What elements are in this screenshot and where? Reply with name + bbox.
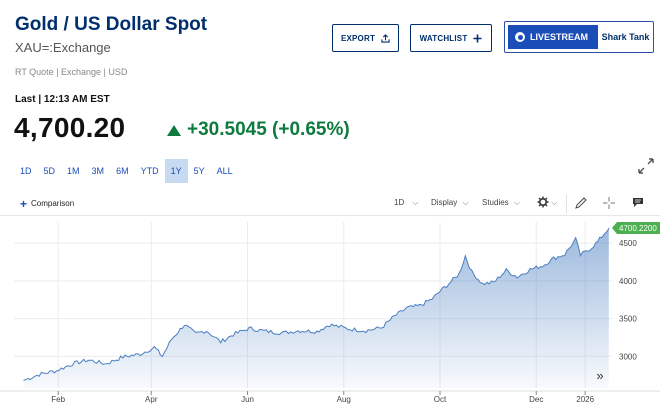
- watchlist-label: WATCHLIST: [419, 33, 468, 43]
- range-button-1d[interactable]: 1D: [20, 166, 32, 176]
- export-icon: [381, 33, 390, 43]
- expand-icon[interactable]: [637, 157, 655, 175]
- last-trade-time: Last | 12:13 AM EST: [15, 94, 110, 105]
- double-chevron-right-icon: »: [596, 367, 604, 383]
- studies-dropdown[interactable]: Studies ⌵: [482, 198, 520, 208]
- range-button-5y[interactable]: 5Y: [193, 166, 205, 176]
- chevron-down-icon: ⌵: [513, 198, 520, 207]
- settings-button[interactable]: ⌵: [537, 196, 557, 210]
- range-selector: 1D 5D 1M 3M 6M YTD 1Y 5Y ALL: [14, 159, 239, 183]
- toolbar-divider: [566, 194, 567, 214]
- quote-meta: RT Quote | Exchange | USD: [15, 67, 128, 77]
- x-tick-label: Jun: [241, 395, 254, 404]
- livestream-show: Shark Tank: [601, 32, 650, 42]
- watchlist-button[interactable]: WATCHLIST: [410, 24, 492, 52]
- range-button-ytd[interactable]: YTD: [140, 166, 159, 176]
- y-tick-label: 4000: [619, 277, 637, 286]
- livestream-badge: LIVESTREAM: [508, 25, 598, 49]
- range-button-3m[interactable]: 3M: [91, 166, 105, 176]
- chevron-down-icon: ⌵: [462, 198, 469, 207]
- pencil-icon[interactable]: [575, 197, 587, 209]
- range-button-5d[interactable]: 5D: [43, 166, 56, 176]
- crosshair-icon[interactable]: [603, 197, 615, 209]
- last-price: 4,700.20: [14, 112, 126, 143]
- price-change-value: +30.5045 (+0.65%): [187, 119, 350, 140]
- x-tick-label: Oct: [434, 395, 447, 404]
- display-label: Display: [431, 198, 458, 207]
- range-button-1m[interactable]: 1M: [67, 166, 80, 176]
- x-tick-label: Dec: [529, 395, 543, 404]
- price-change: +30.5045 (+0.65%): [167, 119, 350, 141]
- comment-icon[interactable]: [632, 197, 644, 208]
- interval-dropdown[interactable]: 1D ⌵: [394, 198, 419, 208]
- studies-label: Studies: [482, 198, 509, 207]
- x-tick-label: Aug: [337, 395, 351, 404]
- livestream-label: LIVESTREAM: [530, 32, 589, 42]
- y-tick-label: 3000: [619, 352, 637, 361]
- interval-label: 1D: [394, 198, 405, 207]
- price-chart[interactable]: 3000 3500 4000 4500 Feb Apr Jun Aug Oct Dec 2026 47…: [0, 216, 660, 408]
- last-value-flag: [612, 222, 660, 235]
- export-button[interactable]: EXPORT: [332, 24, 399, 52]
- last-value-label: 4700.2200: [619, 224, 657, 233]
- x-tick-label: Feb: [51, 395, 65, 404]
- chart-toolbar: + Comparison 1D ⌵ Display ⌵ Studies ⌵ ⌵: [0, 194, 660, 216]
- export-label: EXPORT: [340, 33, 376, 43]
- gear-icon: [537, 196, 549, 208]
- series-area: [23, 228, 609, 388]
- scroll-right-button[interactable]: »: [589, 366, 611, 384]
- y-tick-label: 4500: [619, 239, 637, 248]
- comparison-label: Comparison: [31, 199, 75, 208]
- range-button-6m[interactable]: 6M: [116, 166, 129, 176]
- x-tick-label: 2026: [576, 395, 594, 404]
- livestream-button[interactable]: LIVESTREAM Shark Tank: [504, 21, 654, 53]
- symbol-label: XAU=:Exchange: [15, 40, 111, 55]
- range-button-all[interactable]: ALL: [216, 166, 233, 176]
- page-title: Gold / US Dollar Spot: [15, 14, 208, 35]
- display-dropdown[interactable]: Display ⌵: [431, 198, 469, 208]
- live-dot-icon: [515, 32, 525, 42]
- x-tick-label: Apr: [145, 395, 158, 404]
- chevron-down-icon: ⌵: [412, 198, 419, 207]
- comparison-button[interactable]: + Comparison: [20, 196, 75, 211]
- plus-icon: +: [20, 196, 28, 211]
- up-arrow-icon: [167, 124, 181, 136]
- series-line: [23, 227, 610, 381]
- chevron-down-icon: ⌵: [551, 198, 558, 207]
- y-tick-label: 3500: [619, 315, 637, 324]
- range-button-1y[interactable]: 1Y: [164, 159, 188, 183]
- plus-icon: [473, 33, 482, 43]
